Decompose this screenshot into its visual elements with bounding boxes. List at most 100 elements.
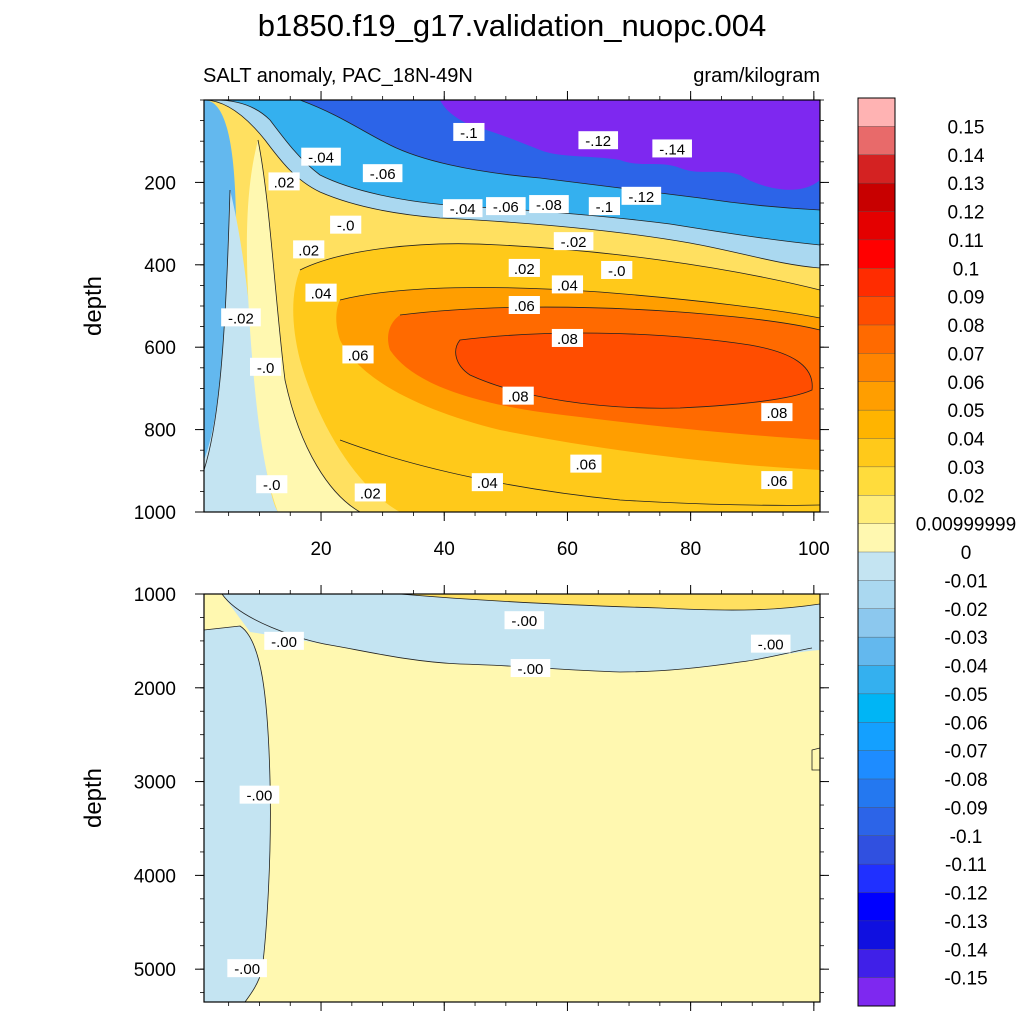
upper-contour-label-bg bbox=[221, 308, 261, 327]
upper-contour-label-bg bbox=[508, 296, 540, 314]
colorbar-label: -0.1 bbox=[950, 827, 983, 848]
upper-contour-label-bg bbox=[486, 197, 526, 216]
upper-contour-label-text: -.04 bbox=[450, 201, 476, 218]
colorbar-label: 0.13 bbox=[948, 174, 985, 195]
lower-contour-label-bg bbox=[239, 785, 280, 804]
upper-contour-label-text: .08 bbox=[557, 331, 578, 348]
colorbar-swatch bbox=[857, 722, 896, 752]
upper-contour-label: -.0 bbox=[256, 475, 288, 494]
colorbar-swatch bbox=[857, 353, 896, 383]
upper-x-tick-label: 100 bbox=[798, 539, 830, 560]
upper-layer-near-zero bbox=[246, 140, 360, 512]
upper-y-tick-label: 800 bbox=[144, 421, 176, 442]
colorbar-label: 0.14 bbox=[948, 146, 985, 167]
colorbar-label: -0.09 bbox=[944, 798, 987, 819]
upper-contour-label-bg bbox=[453, 122, 485, 141]
colorbar-label: -0.02 bbox=[944, 600, 987, 621]
upper-contour-label-bg bbox=[551, 275, 584, 294]
colorbar-swatch bbox=[857, 239, 896, 269]
upper-contour-label: -.02 bbox=[553, 232, 594, 251]
colorbar-label: 0.02 bbox=[948, 486, 985, 507]
upper-contour-label: -.0 bbox=[250, 357, 282, 377]
colorbar-label: -0.08 bbox=[944, 770, 987, 791]
upper-contour-label-text: .02 bbox=[274, 174, 295, 191]
upper-contour-label-bg bbox=[761, 471, 793, 490]
upper-subtitle-left: SALT anomaly, PAC_18N-49N bbox=[203, 65, 473, 87]
upper-contour-label-bg bbox=[268, 172, 300, 191]
upper-contour-label-bg bbox=[553, 232, 594, 251]
lower-contour-label-text: -.00 bbox=[758, 637, 784, 654]
colorbar-frame bbox=[857, 97, 896, 1007]
upper-contour-label: -.0 bbox=[601, 260, 633, 280]
upper-contour-label-text: -.0 bbox=[337, 218, 355, 235]
lower-contour-label-text: -.00 bbox=[511, 613, 537, 630]
upper-contour-label: -.12 bbox=[578, 131, 619, 150]
lower-x-axis bbox=[228, 585, 815, 1011]
colorbar-label: 0.05 bbox=[948, 401, 985, 422]
upper-x-tick-label: 20 bbox=[310, 539, 331, 560]
lower-plot-frame bbox=[203, 593, 821, 1003]
colorbar-label: -0.06 bbox=[944, 713, 987, 734]
upper-contour-label-text: .06 bbox=[766, 473, 787, 490]
upper-contour-label-bg bbox=[362, 164, 403, 183]
upper-contour-label: -.0 bbox=[330, 215, 362, 235]
lower-y-tick-label: 1000 bbox=[134, 585, 176, 606]
upper-contour-label-bg bbox=[761, 403, 793, 422]
upper-contour-label-text: -.08 bbox=[536, 197, 562, 214]
colorbar-swatch bbox=[857, 211, 896, 241]
upper-y-tick-label: 400 bbox=[144, 256, 176, 277]
colorbar-swatch bbox=[857, 324, 896, 354]
lower-contour-label-bg bbox=[264, 631, 304, 650]
upper-contour-label: .04 bbox=[551, 275, 584, 294]
colorbar-swatch bbox=[857, 949, 896, 979]
colorbar-swatch bbox=[857, 863, 896, 893]
upper-contour-label-text: -.02 bbox=[561, 234, 587, 251]
upper-contour-label: -.06 bbox=[486, 197, 526, 216]
lower-y-tick-label: 5000 bbox=[134, 960, 176, 981]
upper-contour-label: -.06 bbox=[362, 164, 403, 183]
colorbar-swatch bbox=[857, 126, 896, 156]
lower-layer-fresh-west bbox=[204, 626, 271, 1002]
colorbar-label: -0.04 bbox=[944, 657, 988, 678]
upper-contour-label: .08 bbox=[761, 403, 793, 422]
colorbar-label: 0.00999999 bbox=[916, 515, 1016, 536]
upper-contour-label-text: .04 bbox=[477, 475, 498, 492]
colorbar-swatch bbox=[857, 438, 896, 468]
colorbar-label: 0.09 bbox=[948, 288, 985, 309]
lower-y-tick-label: 4000 bbox=[134, 866, 176, 887]
colorbar-label: 0.08 bbox=[948, 316, 985, 337]
lower-contour-label: -.00 bbox=[510, 659, 551, 678]
colorbar-label: 0.03 bbox=[948, 458, 985, 479]
upper-contour-label-bg bbox=[529, 195, 569, 214]
colorbar-swatch bbox=[857, 523, 896, 553]
lower-contour-label-text: -.00 bbox=[234, 961, 260, 978]
colorbar-label: -0.01 bbox=[944, 571, 987, 592]
upper-contour-label: .06 bbox=[342, 345, 374, 364]
upper-contour-label-bg bbox=[578, 131, 619, 150]
upper-contour-label: -.04 bbox=[442, 199, 483, 218]
upper-contour-label: .08 bbox=[502, 386, 534, 406]
lower-contour-label: -.00 bbox=[750, 634, 791, 654]
lower-contour-label-text: -.00 bbox=[271, 634, 297, 651]
lower-contour-label-bg bbox=[227, 959, 267, 978]
colorbar-swatch bbox=[857, 97, 896, 127]
colorbar-label: -0.12 bbox=[944, 884, 987, 905]
upper-x-axis: 20 40 60 80 100 bbox=[228, 91, 830, 560]
upper-contour-label: .02 bbox=[293, 240, 325, 259]
upper-contour-label-text: .06 bbox=[514, 298, 535, 315]
upper-contour-label-text: .02 bbox=[298, 242, 319, 259]
lower-panel: -.00 -.00 -.00 -.00 -.00 -.00 1000 2000 3000 400… bbox=[80, 585, 829, 1011]
colorbar-swatch bbox=[857, 750, 896, 780]
upper-y-tick-label: 200 bbox=[144, 173, 176, 194]
lower-y-tick-label: 2000 bbox=[134, 679, 176, 700]
colorbar-label: 0.12 bbox=[948, 203, 985, 224]
upper-heatmap bbox=[203, 99, 821, 513]
upper-contour-label-bg bbox=[354, 483, 386, 502]
upper-contour-label-text: .06 bbox=[348, 347, 369, 364]
upper-layer-salty-core bbox=[455, 333, 813, 409]
colorbar-swatch bbox=[857, 495, 896, 525]
lower-y-axis-label: depth bbox=[80, 768, 107, 828]
upper-contour-label-text: .04 bbox=[311, 286, 332, 303]
colorbar-label: 0.11 bbox=[948, 231, 984, 252]
upper-contour-label-text: .04 bbox=[557, 277, 578, 294]
